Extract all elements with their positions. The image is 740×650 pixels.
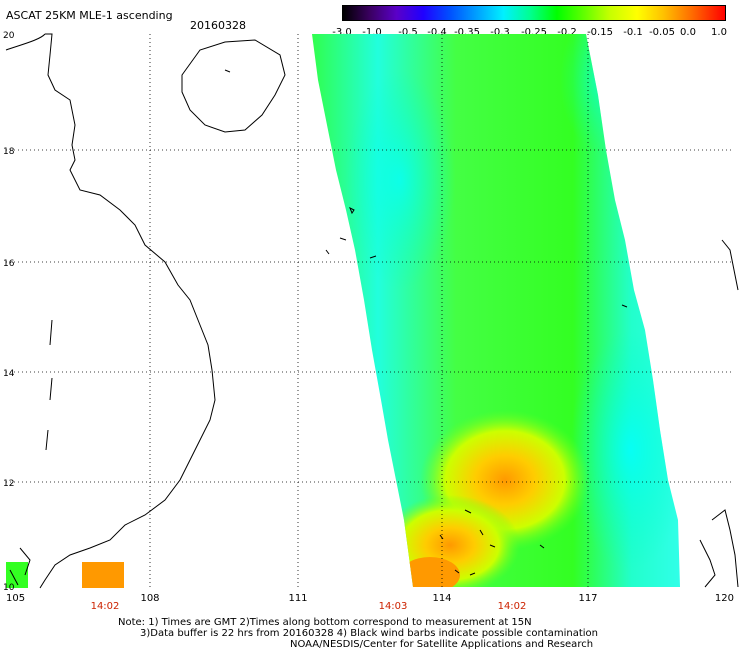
longitude-labels: 105 108 111 114 117 120: [6, 593, 734, 604]
colorbar-label: 0.0: [680, 27, 696, 38]
lat-lon-grid: [6, 34, 734, 588]
latitude-labels: 20 18 16 14 12 10: [3, 31, 15, 593]
pass-time-labels: 14:02 14:03 14:02: [91, 601, 527, 612]
colorbar-label: -0.15: [587, 27, 613, 38]
colorbar-label: -0.05: [649, 27, 675, 38]
lat-label: 20: [3, 31, 15, 41]
colorbar-label: -0.5: [398, 27, 418, 38]
lon-label: 111: [288, 593, 307, 604]
lon-label: 108: [140, 593, 159, 604]
note-line-3: NOAA/NESDIS/Center for Satellite Applica…: [290, 639, 594, 650]
lat-label: 14: [3, 369, 15, 379]
lon-label: 114: [432, 593, 451, 604]
patch-green: [6, 562, 28, 588]
coastlines: [5, 33, 739, 589]
pass-time-label: 14:02: [498, 601, 527, 612]
note-line-2: 3)Data buffer is 22 hrs from 20160328 4)…: [140, 628, 598, 639]
colorbar-label: -0.3: [490, 27, 510, 38]
colorbar-label: -0.1: [623, 27, 643, 38]
pass-time-label: 14:03: [379, 601, 408, 612]
lat-label: 18: [3, 147, 15, 157]
lon-label: 120: [715, 593, 734, 604]
patch-orange: [82, 562, 124, 588]
note-line-1: Note: 1) Times are GMT 2)Times along bot…: [118, 617, 532, 628]
colorbar-label: -0.35: [454, 27, 480, 38]
colorbar-label: -0.4: [427, 27, 447, 38]
map-title: ASCAT 25KM MLE-1 ascending: [6, 9, 173, 22]
colorbar-label: -0.2: [557, 27, 577, 38]
colorbar-label: -0.25: [521, 27, 547, 38]
colorbar-label: -3.0: [332, 27, 352, 38]
colorbar: [342, 5, 726, 21]
lon-label: 105: [6, 593, 25, 604]
lon-label: 117: [578, 593, 597, 604]
colorbar-label: -1.0: [362, 27, 382, 38]
colorbar-label: 1.0: [711, 27, 727, 38]
lat-label: 12: [3, 479, 14, 489]
ascat-swath: [312, 34, 680, 587]
islands: [224, 69, 628, 576]
lat-label: 16: [3, 259, 15, 269]
lat-label: 10: [3, 583, 15, 593]
pass-time-label: 14:02: [91, 601, 120, 612]
map-date: 20160328: [190, 19, 246, 32]
